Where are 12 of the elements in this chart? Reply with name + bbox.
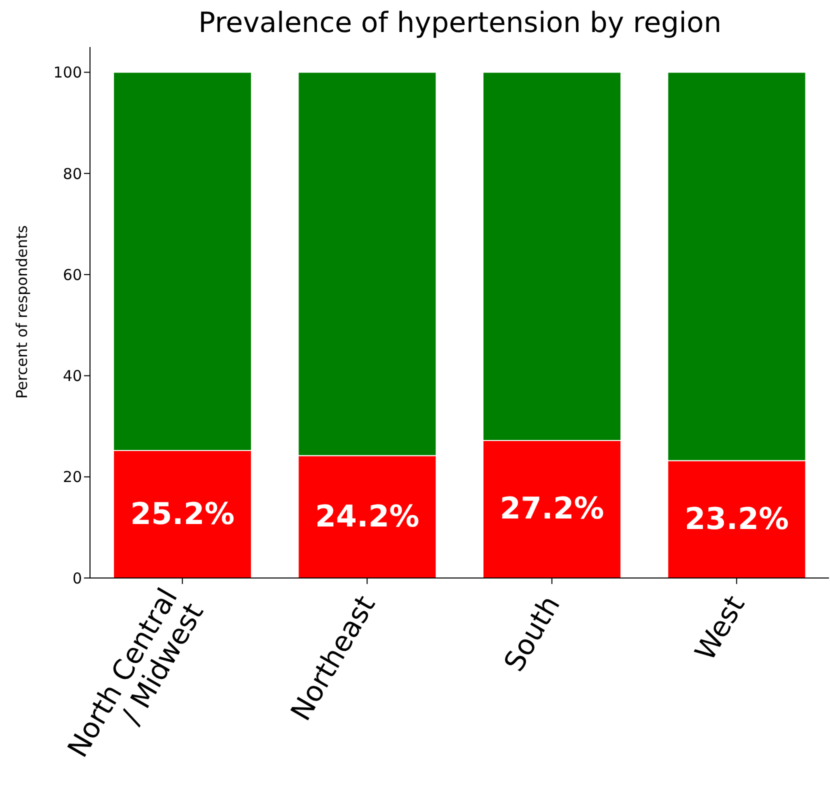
y-tick-label: 40 <box>62 367 82 386</box>
y-tick-label: 60 <box>62 266 82 284</box>
y-tick-label: 80 <box>62 164 82 183</box>
y-axis-title: Percent of respondents <box>13 225 31 399</box>
data-label: 23.2% <box>684 502 789 537</box>
y-tick-label: 20 <box>62 468 82 486</box>
data-label: 27.2% <box>500 492 604 527</box>
data-label: 24.2% <box>315 499 420 534</box>
data-label: 25.2% <box>130 496 234 532</box>
chart-title: Prevalence of hypertension by region <box>197 6 723 39</box>
y-tick-label: 0 <box>72 569 82 588</box>
y-tick-label: 100 <box>53 64 82 82</box>
